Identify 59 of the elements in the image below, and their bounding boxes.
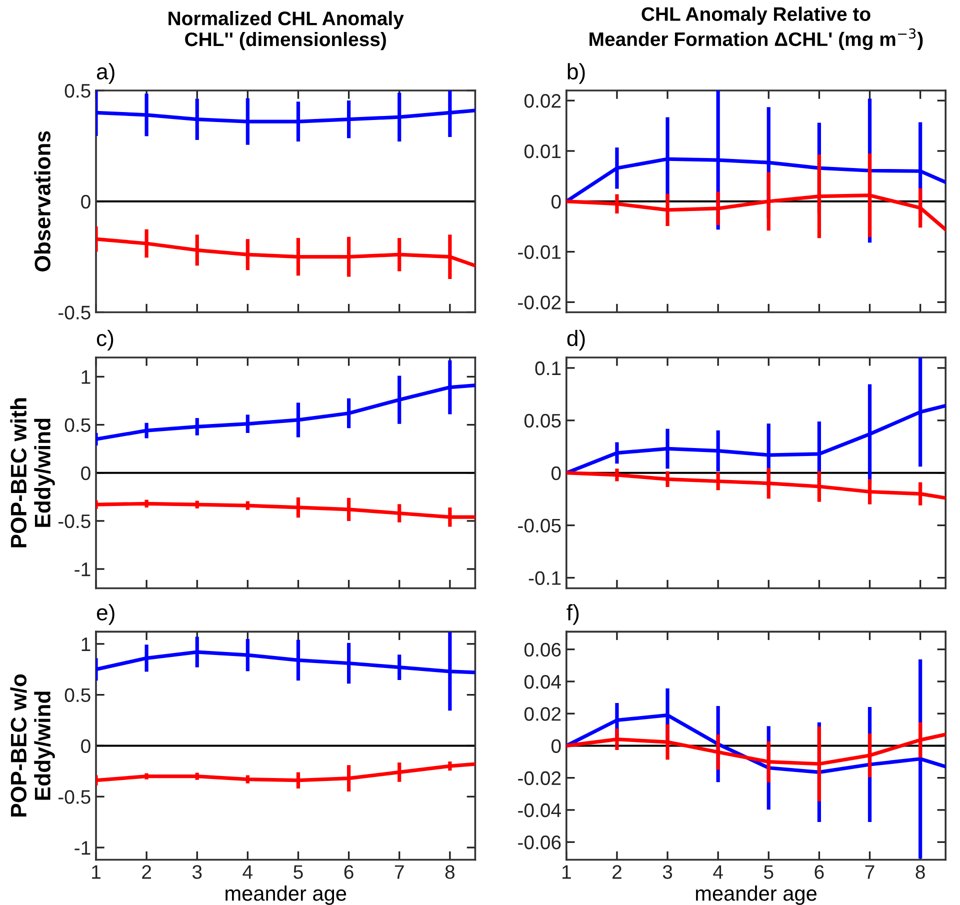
x-tick-label: 1 <box>562 865 571 879</box>
y-tick-label: -0.5 <box>58 790 90 804</box>
x-axis-title: meander age <box>696 886 816 905</box>
y-tick-label: 0 <box>551 739 561 753</box>
y-axis-title: Observations <box>34 131 50 272</box>
text: a) <box>96 63 114 84</box>
y-tick-label: 0.5 <box>64 418 90 432</box>
x-tick-label: 3 <box>662 865 672 879</box>
y-tick-label: 0 <box>81 194 90 209</box>
y-tick-label: 0.02 <box>524 94 561 108</box>
y-tick-label: 0.04 <box>524 674 561 689</box>
text: d) <box>567 330 585 351</box>
y-axis-title: POP-BEC w/o Eddy/wind <box>10 674 55 816</box>
y-tick-label: 0.01 <box>524 144 561 158</box>
x-tick-label: 1 <box>92 865 100 879</box>
x-tick-label: 6 <box>344 865 354 879</box>
y-tick-label: 1 <box>82 370 90 384</box>
y-tick-label: 0.5 <box>64 84 90 98</box>
x-tick-label: 5 <box>764 865 774 879</box>
chart-title: Normalized CHL Anomaly CHL'' (dimensionless) <box>168 11 404 50</box>
y-tick-label: -0.05 <box>518 518 561 533</box>
x-tick-label: 7 <box>865 865 874 879</box>
y-tick-label: 0.06 <box>524 642 561 657</box>
y-tick-label: -1 <box>74 562 90 576</box>
y-tick-label: -0.02 <box>518 771 561 786</box>
y-tick-label: -0.5 <box>58 514 90 528</box>
x-axis-title: meander age <box>226 886 346 905</box>
x-tick-label: 3 <box>192 865 202 879</box>
y-tick-label: 0 <box>81 466 90 480</box>
y-tick-label: -0.5 <box>58 306 90 320</box>
y-tick-label: 0 <box>551 194 561 209</box>
x-tick-label: 8 <box>445 865 454 879</box>
text: b) <box>568 63 585 84</box>
y-tick-label: -0.06 <box>518 836 561 850</box>
chart-title: CHL Anomaly Relative to Meander Formation ΔCHL' (mg m$^{−3}$) <box>590 6 923 50</box>
x-tick-label: 6 <box>814 865 824 879</box>
y-tick-label: 1 <box>82 638 90 651</box>
y-tick-label: 0.5 <box>64 688 90 702</box>
x-tick-label: 5 <box>294 865 303 879</box>
y-tick-label: -0.04 <box>518 803 561 818</box>
y-tick-label: 0 <box>551 466 561 480</box>
y-tick-label: -0.1 <box>528 571 561 585</box>
text: c) <box>96 330 114 351</box>
text: f) <box>566 604 579 625</box>
x-tick-label: 8 <box>916 865 925 879</box>
y-tick-label: -0.02 <box>518 296 561 310</box>
x-tick-label: 2 <box>612 865 622 879</box>
y-tick-label: -1 <box>74 841 90 855</box>
x-tick-label: 7 <box>394 865 404 879</box>
x-tick-label: 2 <box>142 865 151 879</box>
y-axis-title: POP-BEC with Eddy/wind <box>10 398 55 548</box>
x-tick-label: 4 <box>242 865 253 879</box>
x-tick-label: 4 <box>713 865 723 879</box>
y-tick-label: 0.02 <box>524 707 561 721</box>
y-tick-label: -0.01 <box>518 245 561 259</box>
y-tick-label: 0.1 <box>535 361 561 376</box>
text: e) <box>96 604 114 625</box>
y-tick-label: 0 <box>81 739 90 753</box>
y-tick-label: 0.05 <box>524 414 561 428</box>
